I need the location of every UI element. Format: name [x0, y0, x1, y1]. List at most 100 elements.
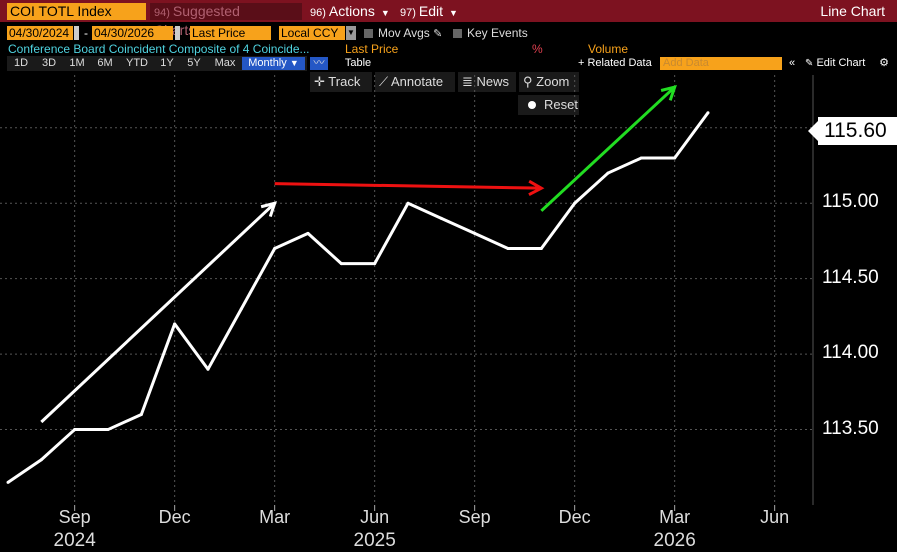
actions-label: Actions	[328, 3, 375, 19]
ticker-field[interactable]: COI TOTL Index	[7, 3, 146, 20]
start-date-field[interactable]: 04/30/2024	[7, 26, 73, 40]
table-button[interactable]: Table	[344, 57, 372, 69]
arrow-shaft	[540, 85, 676, 212]
currency-select[interactable]: Local CCY	[279, 26, 345, 40]
legend-percent: %	[532, 42, 543, 56]
mov-avgs-label: Mov Avgs	[378, 26, 430, 40]
checkbox-icon	[453, 29, 462, 38]
arrow-head	[660, 84, 677, 101]
key-events-toggle[interactable]: Key Events	[453, 26, 528, 40]
tab-max[interactable]: Max	[214, 57, 236, 69]
related-data-button[interactable]: + Related Data	[578, 57, 652, 69]
x-tick-label: Sep	[58, 507, 91, 527]
data-point	[606, 171, 610, 175]
edit-label: Edit	[418, 3, 444, 19]
data-point	[439, 216, 443, 220]
track-label: Track	[328, 74, 361, 89]
x-tick-label: Sep	[458, 507, 491, 527]
actions-number: 96)	[310, 7, 326, 19]
chevron-down-icon: ▼	[380, 8, 390, 18]
data-point	[573, 201, 577, 205]
data-point	[706, 111, 710, 115]
date-separator: -	[84, 26, 88, 40]
data-point	[639, 156, 643, 160]
track-button[interactable]: ✛ Track	[310, 72, 372, 92]
data-point	[473, 231, 477, 235]
tab-1m[interactable]: 1M	[69, 57, 85, 69]
data-point	[373, 262, 377, 266]
data-point	[239, 307, 243, 311]
frequency-select[interactable]: Monthly ▼	[242, 57, 305, 70]
x-tick-label: Mar	[259, 507, 291, 527]
arrow-head	[260, 201, 277, 218]
annotations	[40, 84, 677, 424]
tab-1y[interactable]: 1Y	[160, 57, 174, 69]
y-tick-label: 115.00	[822, 191, 879, 213]
y-tick-label: 113.50	[822, 417, 879, 439]
chart-type-label: Line Chart	[820, 3, 885, 19]
key-events-label: Key Events	[467, 26, 528, 40]
checkbox-icon	[364, 29, 373, 38]
data-point	[206, 367, 210, 371]
crosshair-icon: ✛	[314, 74, 325, 89]
calendar-icon[interactable]	[74, 26, 79, 40]
series-points	[6, 111, 710, 484]
search-icon: ⚲	[523, 74, 533, 89]
x-year-label: 2026	[653, 530, 696, 551]
annotate-label: Annotate	[391, 74, 444, 89]
range-tab-bar	[7, 56, 307, 71]
tab-ytd[interactable]: YTD	[126, 57, 148, 69]
arrow-annotation[interactable]	[40, 201, 277, 424]
price-field-select[interactable]: Last Price	[190, 26, 271, 40]
zoom-label: Zoom	[536, 74, 570, 89]
data-point	[39, 458, 43, 462]
legend-volume: Volume	[588, 42, 629, 56]
pencil-icon[interactable]: ✎	[433, 28, 443, 40]
data-point	[406, 201, 410, 205]
data-point	[673, 156, 677, 160]
gear-icon[interactable]: ⚙	[879, 57, 889, 69]
data-point	[539, 247, 543, 251]
annotate-button[interactable]: ⟋ Annotate	[375, 72, 455, 92]
mov-avgs-toggle[interactable]: Mov Avgs ✎	[364, 26, 442, 41]
series-description: Conference Board Coincident Composite of…	[8, 42, 310, 56]
tab-6m[interactable]: 6M	[97, 57, 113, 69]
frequency-label: Monthly	[248, 57, 287, 69]
y-tick-label: 114.00	[822, 342, 879, 364]
tab-1d[interactable]: 1D	[13, 57, 29, 69]
news-icon: ≣	[462, 74, 473, 89]
chevron-down-icon[interactable]: ▼	[346, 26, 356, 40]
x-tick-label: Jun	[360, 507, 390, 527]
zoom-button[interactable]: ⚲ Zoom	[519, 72, 579, 92]
x-year-label: 2024	[53, 530, 96, 551]
edit-number: 97)	[400, 7, 416, 19]
annotate-icon: ⟋	[379, 74, 389, 89]
reset-button[interactable]: Reset	[518, 95, 579, 115]
x-tick-label: Dec	[158, 507, 191, 527]
line-chart-icon[interactable]: 〰	[310, 57, 328, 70]
data-point	[73, 428, 77, 432]
last-value-label: 115.60	[808, 117, 897, 145]
data-point	[273, 247, 277, 251]
tab-3d[interactable]: 3D	[41, 57, 57, 69]
arrow-annotation[interactable]	[540, 84, 677, 212]
suggested-number: 94)	[154, 7, 170, 19]
data-point	[339, 262, 343, 266]
news-button[interactable]: ≣ News	[458, 72, 516, 92]
tab-5y[interactable]: 5Y	[187, 57, 201, 69]
news-label: News	[476, 74, 510, 89]
calendar-icon[interactable]	[175, 26, 180, 40]
arrow-annotation[interactable]	[274, 179, 545, 196]
series-line-coi-totl	[7, 111, 710, 484]
x-tick-label: Jun	[760, 507, 790, 527]
add-data-input[interactable]: Add Data	[660, 57, 782, 70]
legend-last-price: Last Price	[345, 42, 399, 56]
collapse-icon[interactable]: «	[788, 57, 796, 69]
edit-chart-button[interactable]: ✎ Edit Chart	[805, 57, 873, 70]
data-point	[106, 428, 110, 432]
reset-label: Reset	[544, 97, 578, 112]
actions-menu[interactable]: 96) Actions ▼	[306, 3, 392, 20]
end-date-field[interactable]: 04/30/2026	[92, 26, 173, 40]
edit-menu[interactable]: 97) Edit ▼	[396, 3, 462, 20]
